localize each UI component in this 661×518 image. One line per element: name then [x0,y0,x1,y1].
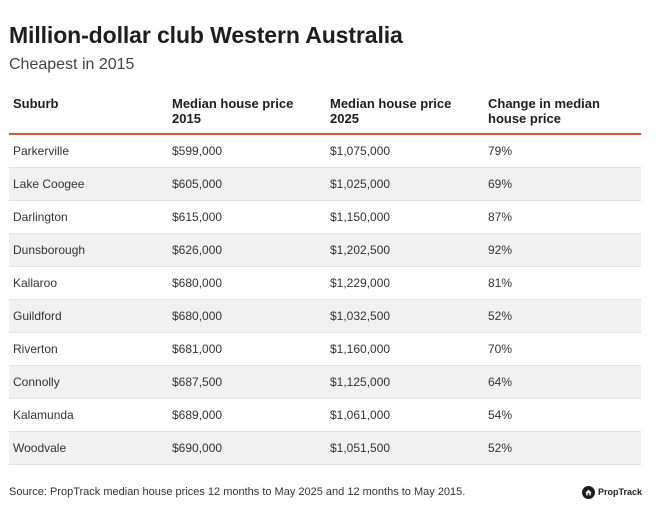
cell-change: 79% [484,134,641,168]
table-row: Woodvale $690,000 $1,051,500 52% [9,431,641,465]
cell-suburb: Parkerville [9,134,168,168]
cell-price-2025: $1,075,000 [326,134,484,168]
table-body: Parkerville $599,000 $1,075,000 79% Lake… [9,134,641,465]
cell-price-2025: $1,150,000 [326,200,484,234]
cell-price-2015: $605,000 [168,167,326,201]
cell-suburb: Dunsborough [9,233,168,267]
cell-change: 70% [484,332,641,366]
brand-logo: PropTrack [582,484,642,500]
cell-price-2025: $1,051,500 [326,431,484,465]
column-header-suburb: Suburb [13,96,59,111]
table-row: Dunsborough $626,000 $1,202,500 92% [9,233,641,267]
cell-change: 92% [484,233,641,267]
cell-change: 87% [484,200,641,234]
table-row: Connolly $687,500 $1,125,000 64% [9,365,641,399]
cell-suburb: Darlington [9,200,168,234]
source-note: Source: PropTrack median house prices 12… [9,486,466,498]
table-row: Darlington $615,000 $1,150,000 87% [9,200,641,234]
cell-suburb: Riverton [9,332,168,366]
cell-price-2025: $1,160,000 [326,332,484,366]
table-row: Kallaroo $680,000 $1,229,000 81% [9,266,641,300]
column-header-price-2025: Median house price 2025 [330,96,452,126]
cell-price-2025: $1,025,000 [326,167,484,201]
column-header-price-2015: Median house price 2015 [172,96,294,126]
brand-name: PropTrack [598,487,643,497]
cell-change: 52% [484,299,641,333]
table-header: Suburb Median house price 2015 Median ho… [9,94,641,134]
cell-price-2025: $1,125,000 [326,365,484,399]
cell-change: 81% [484,266,641,300]
cell-suburb: Woodvale [9,431,168,465]
cell-suburb: Kalamunda [9,398,168,432]
page-title: Million-dollar club Western Australia [9,22,403,48]
cell-price-2015: $680,000 [168,299,326,333]
cell-price-2015: $687,500 [168,365,326,399]
cell-price-2025: $1,032,500 [326,299,484,333]
cell-change: 64% [484,365,641,399]
table-row: Lake Coogee $605,000 $1,025,000 69% [9,167,641,201]
table-row: Guildford $680,000 $1,032,500 52% [9,299,641,333]
cell-price-2025: $1,229,000 [326,266,484,300]
cell-price-2015: $599,000 [168,134,326,168]
cell-change: 69% [484,167,641,201]
page-subtitle: Cheapest in 2015 [9,56,135,73]
cell-change: 54% [484,398,641,432]
table-row: Parkerville $599,000 $1,075,000 79% [9,134,641,168]
cell-price-2015: $690,000 [168,431,326,465]
cell-price-2015: $680,000 [168,266,326,300]
cell-change: 52% [484,431,641,465]
cell-price-2015: $615,000 [168,200,326,234]
cell-price-2025: $1,061,000 [326,398,484,432]
table-row: Riverton $681,000 $1,160,000 70% [9,332,641,366]
cell-suburb: Lake Coogee [9,167,168,201]
proptrack-house-logo-icon [582,485,595,499]
cell-price-2015: $689,000 [168,398,326,432]
cell-price-2025: $1,202,500 [326,233,484,267]
table-container: Suburb Median house price 2015 Median ho… [9,94,641,465]
cell-suburb: Connolly [9,365,168,399]
cell-suburb: Kallaroo [9,266,168,300]
cell-price-2015: $681,000 [168,332,326,366]
header-row: Suburb Median house price 2015 Median ho… [9,94,641,134]
column-header-change: Change in median house price [488,96,600,126]
table-row: Kalamunda $689,000 $1,061,000 54% [9,398,641,432]
data-table: Suburb Median house price 2015 Median ho… [9,94,641,465]
cell-price-2015: $626,000 [168,233,326,267]
cell-suburb: Guildford [9,299,168,333]
